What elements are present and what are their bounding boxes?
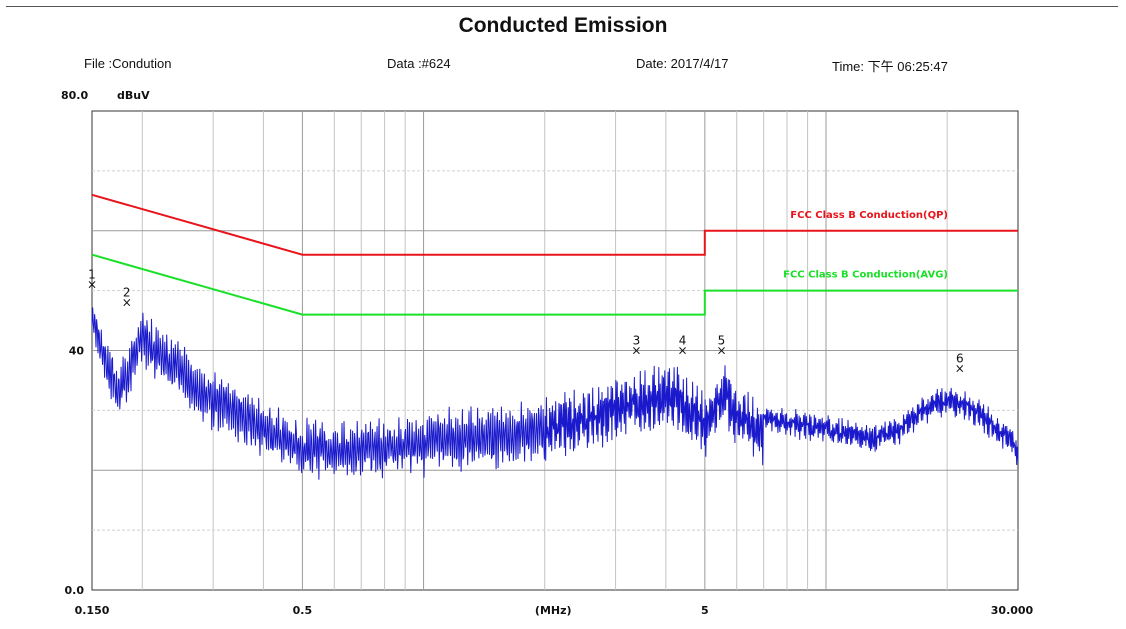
peak-marker: ×4 <box>677 334 687 358</box>
emission-trace <box>91 307 1019 480</box>
qp-limit-label: FCC Class B Conduction(QP) <box>790 210 948 221</box>
x-tick-label: 5 <box>701 604 709 617</box>
peak-marker: ×3 <box>631 334 641 358</box>
marker-number: 6 <box>956 351 964 365</box>
peak-marker: ×1 <box>87 268 97 292</box>
y-tick-label: 0.0 <box>65 584 85 597</box>
time-label: Time: 下午 06:25:47 <box>832 59 948 74</box>
marker-number: 5 <box>718 334 726 348</box>
marker-number: 2 <box>123 286 131 300</box>
avg-limit-line <box>91 253 1018 316</box>
peak-marker: ×6 <box>955 351 965 375</box>
peak-marker: ×2 <box>122 286 132 310</box>
x-tick-label: 30.000 <box>991 604 1034 617</box>
header-rule <box>6 6 1118 7</box>
chart-title: Conducted Emission <box>458 14 668 37</box>
marker-cross: × <box>631 344 641 358</box>
y-max-label: 80.0 <box>61 89 89 102</box>
avg-limit-label: FCC Class B Conduction(AVG) <box>783 270 948 281</box>
marker-cross: × <box>87 278 97 292</box>
qp-limit-line <box>91 193 1018 256</box>
file-label: File :Condution <box>84 56 172 71</box>
x-tick-label: 0.5 <box>293 604 313 617</box>
marker-number: 1 <box>88 268 96 282</box>
marker-number: 3 <box>633 334 641 348</box>
marker-cross: × <box>955 361 965 375</box>
marker-number: 4 <box>679 334 687 348</box>
peak-marker: ×5 <box>716 334 726 358</box>
date-label: Date: 2017/4/17 <box>636 56 729 71</box>
data-label: Data :#624 <box>387 56 451 71</box>
x-tick-label: (MHz) <box>535 604 572 617</box>
x-tick-label: 0.150 <box>75 604 110 617</box>
marker-cross: × <box>677 344 687 358</box>
marker-cross: × <box>716 344 726 358</box>
y-unit-label: dBuV <box>117 89 150 102</box>
y-tick-label: 40 <box>69 345 85 358</box>
marker-cross: × <box>122 296 132 310</box>
